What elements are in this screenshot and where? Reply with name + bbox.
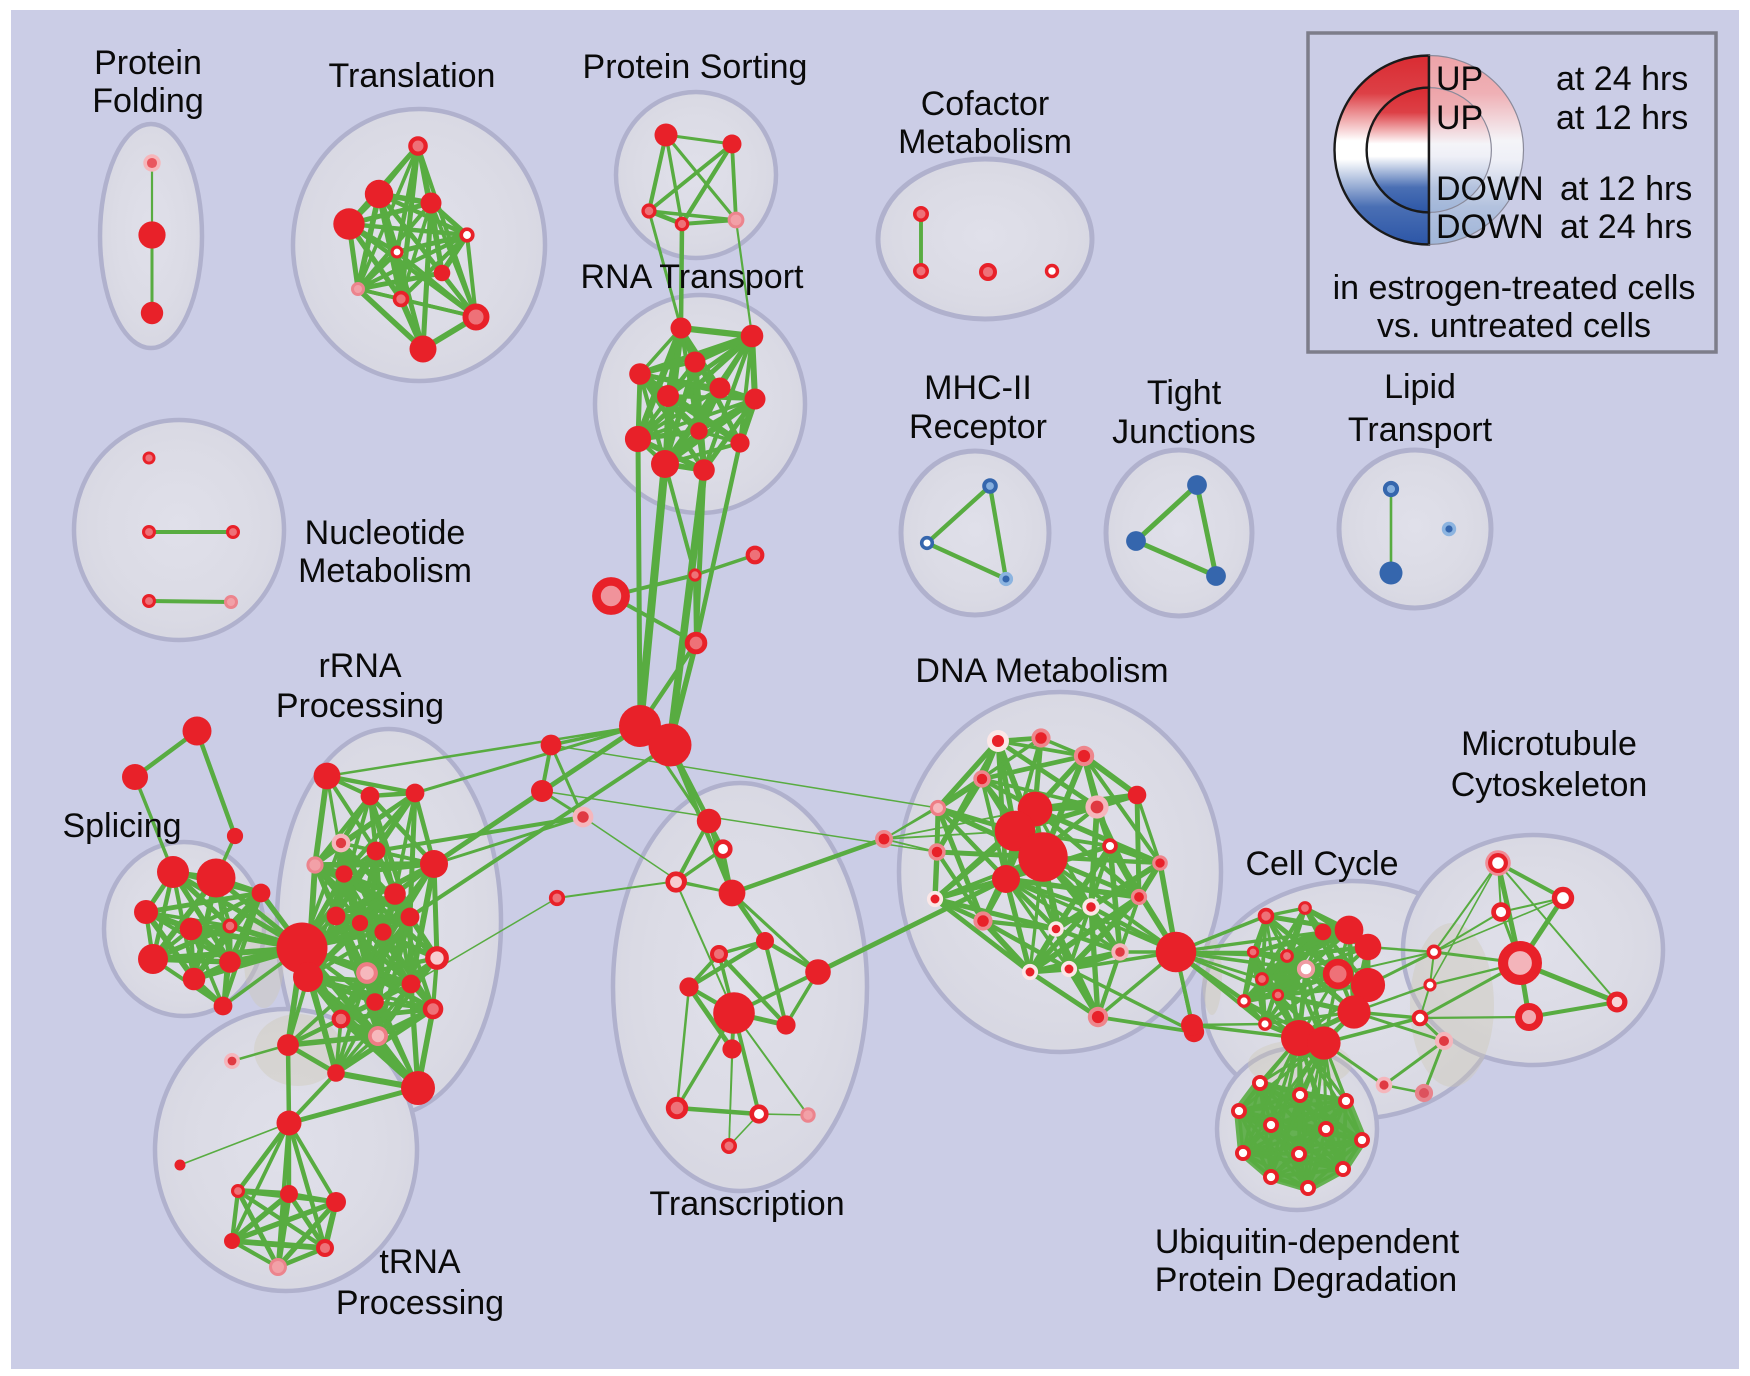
svg-text:Processing: Processing <box>276 687 444 725</box>
svg-text:Lipid: Lipid <box>1384 368 1456 406</box>
svg-text:Folding: Folding <box>92 82 204 120</box>
svg-text:rRNA: rRNA <box>318 647 401 685</box>
svg-text:at 12 hrs: at 12 hrs <box>1560 170 1692 208</box>
svg-text:DNA Metabolism: DNA Metabolism <box>915 652 1168 690</box>
svg-text:in estrogen-treated cells: in estrogen-treated cells <box>1333 269 1696 307</box>
svg-text:at 24 hrs: at 24 hrs <box>1556 60 1688 98</box>
svg-text:DOWN: DOWN <box>1436 208 1544 246</box>
svg-text:Ubiquitin-dependent: Ubiquitin-dependent <box>1155 1223 1460 1261</box>
svg-text:Cofactor: Cofactor <box>921 85 1050 123</box>
svg-text:UP: UP <box>1436 60 1483 98</box>
svg-text:at 12 hrs: at 12 hrs <box>1556 99 1688 137</box>
svg-text:Transcription: Transcription <box>649 1185 844 1223</box>
svg-text:Transport: Transport <box>1348 411 1493 449</box>
svg-text:Junctions: Junctions <box>1112 413 1256 451</box>
svg-text:Processing: Processing <box>336 1284 504 1322</box>
svg-text:Cell Cycle: Cell Cycle <box>1245 845 1398 883</box>
svg-text:Protein Sorting: Protein Sorting <box>583 48 808 86</box>
svg-text:Protein: Protein <box>94 44 202 82</box>
svg-text:Translation: Translation <box>329 57 496 95</box>
svg-text:Metabolism: Metabolism <box>298 552 472 590</box>
svg-text:Microtubule: Microtubule <box>1461 725 1637 763</box>
svg-text:Splicing: Splicing <box>62 807 181 845</box>
svg-text:Metabolism: Metabolism <box>898 123 1072 161</box>
svg-text:Protein Degradation: Protein Degradation <box>1155 1261 1457 1299</box>
svg-text:Receptor: Receptor <box>909 408 1047 446</box>
svg-text:MHC-II: MHC-II <box>924 369 1032 407</box>
svg-text:DOWN: DOWN <box>1436 170 1544 208</box>
svg-text:at 24 hrs: at 24 hrs <box>1560 208 1692 246</box>
svg-text:Cytoskeleton: Cytoskeleton <box>1451 766 1648 804</box>
svg-text:UP: UP <box>1436 99 1483 137</box>
svg-text:vs. untreated cells: vs. untreated cells <box>1377 307 1651 345</box>
svg-text:Nucleotide: Nucleotide <box>305 514 466 552</box>
svg-text:Tight: Tight <box>1147 374 1222 412</box>
svg-text:tRNA: tRNA <box>379 1243 461 1281</box>
svg-text:RNA Transport: RNA Transport <box>581 258 805 296</box>
